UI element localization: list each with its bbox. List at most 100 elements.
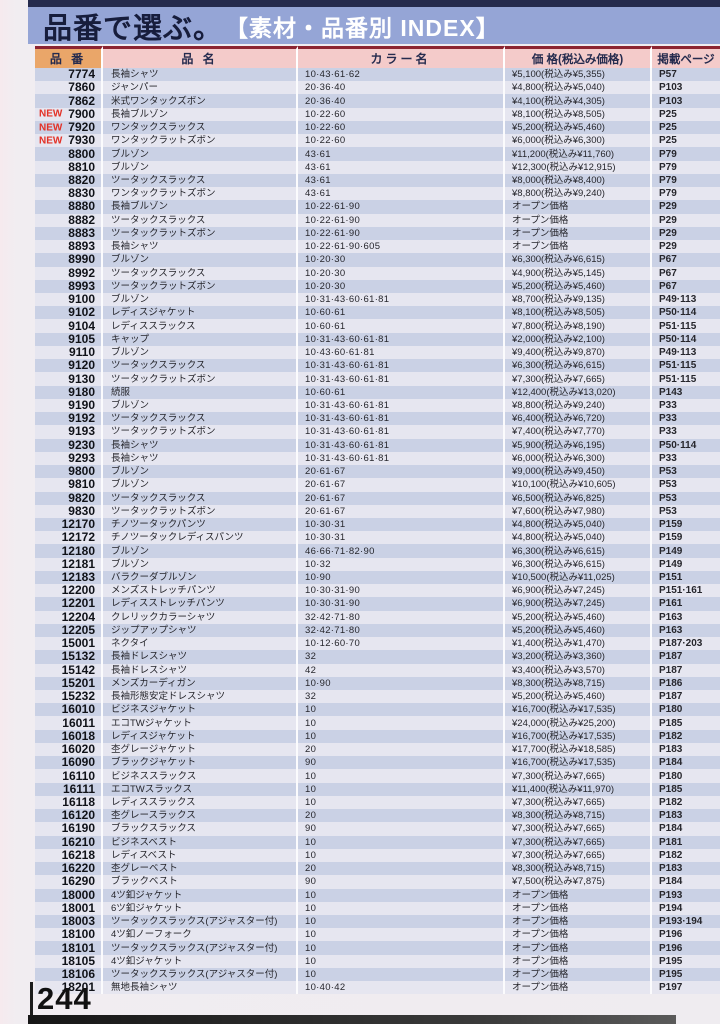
price-cell: オープン価格 bbox=[505, 967, 652, 982]
table-row: 16118 レディススラックス 10 ¥7,300(税込み¥7,665) P182 bbox=[35, 795, 720, 810]
price-cell: ¥8,300(税込み¥8,715) bbox=[505, 676, 652, 691]
product-number: 8880 bbox=[68, 200, 95, 214]
product-number: 7900 bbox=[68, 107, 95, 121]
page-ref-cell: P103 bbox=[652, 94, 720, 108]
color-codes-cell: 43·61 bbox=[298, 187, 505, 201]
table-header-row: 品 番 品 名 カラー名 価 格(税込み価格) 掲載ページ bbox=[35, 46, 720, 68]
product-number-cell: 7860 bbox=[35, 81, 103, 95]
product-number: 8810 bbox=[68, 160, 95, 174]
product-name-cell: ビジネスジャケット bbox=[103, 703, 298, 717]
color-codes-cell: 46·66·71·82·90 bbox=[298, 544, 505, 558]
table-row: 12183 バラクーダブルゾン 10·90 ¥10,500(税込み¥11,025) P1… bbox=[35, 570, 720, 585]
product-number-cell: NEW 7930 bbox=[35, 134, 103, 148]
product-number-cell: 15201 bbox=[35, 676, 103, 691]
page-ref-cell: P50·114 bbox=[652, 332, 720, 346]
product-number-cell: 16018 bbox=[35, 729, 103, 743]
product-number-cell: 16210 bbox=[35, 835, 103, 849]
product-name-cell: チノツータックパンツ bbox=[103, 517, 298, 532]
product-name-cell: 6ツ釦ジャケット bbox=[103, 901, 298, 915]
product-number-cell: 12180 bbox=[35, 544, 103, 558]
table-row: 18106 ツータックスラックス(アジャスター付) 10 オープン価格 P195 bbox=[35, 967, 720, 982]
page-ref-cell: P197 bbox=[652, 981, 720, 995]
product-name-cell: ツータックラットズボン bbox=[103, 279, 298, 293]
product-name-cell: ブルゾン bbox=[103, 544, 298, 558]
table-row: 12170 チノツータックパンツ 10·30·31 ¥4,800(税込み¥5,040)… bbox=[35, 517, 720, 532]
table-row: 9180 続服 10·60·61 ¥12,400(税込み¥13,020) P143 bbox=[35, 385, 720, 399]
product-number: 16218 bbox=[61, 848, 95, 862]
page-ref-cell: P50·114 bbox=[652, 306, 720, 320]
product-name-cell: ブラックベスト bbox=[103, 875, 298, 889]
new-badge: NEW bbox=[39, 135, 63, 147]
product-number-cell: 15142 bbox=[35, 663, 103, 677]
product-number-cell: 9820 bbox=[35, 491, 103, 505]
product-number: 18105 bbox=[61, 954, 95, 968]
color-codes-cell: 10·31·43·60·61·81 bbox=[298, 359, 505, 373]
product-number-cell: 12200 bbox=[35, 584, 103, 598]
product-name-cell: ジップアップシャツ bbox=[103, 623, 298, 638]
page-ref-cell: P53 bbox=[652, 465, 720, 479]
color-codes-cell: 10 bbox=[298, 915, 505, 929]
color-codes-cell: 90 bbox=[298, 822, 505, 836]
table-row: 15142 長袖ドレスシャツ 42 ¥3,400(税込み¥3,570) P187 bbox=[35, 663, 720, 677]
table-row: NEW 7930 ワンタックラットズボン 10·22·60 ¥6,000(税込み¥6,3… bbox=[35, 134, 720, 148]
table-row: 9230 長袖シャツ 10·31·43·60·61·81 ¥5,900(税込み¥6,1… bbox=[35, 438, 720, 452]
product-number-cell: 8880 bbox=[35, 200, 103, 214]
product-number: 18003 bbox=[61, 915, 95, 929]
page-ref-cell: P51·115 bbox=[652, 319, 720, 333]
price-cell: ¥6,900(税込み¥7,245) bbox=[505, 597, 652, 611]
page-ref-cell: P182 bbox=[652, 848, 720, 863]
color-codes-cell: 90 bbox=[298, 756, 505, 770]
product-number: 9810 bbox=[68, 478, 95, 492]
color-codes-cell: 20·61·67 bbox=[298, 491, 505, 505]
table-row: 16218 レディスベスト 10 ¥7,300(税込み¥7,665) P182 bbox=[35, 848, 720, 863]
table-row: 16290 ブラックベスト 90 ¥7,500(税込み¥7,875) P184 bbox=[35, 875, 720, 889]
page-ref-cell: P183 bbox=[652, 862, 720, 876]
product-number: 18100 bbox=[61, 928, 95, 942]
product-number: 9130 bbox=[68, 372, 95, 386]
product-number: 7862 bbox=[68, 94, 95, 108]
product-number: 8992 bbox=[68, 266, 95, 280]
product-number-cell: 8893 bbox=[35, 240, 103, 254]
product-name-cell: ツータックスラックス(アジャスター付) bbox=[103, 941, 298, 955]
table-row: 7774 長袖シャツ 10·43·61·62 ¥5,100(税込み¥5,355) P57 bbox=[35, 68, 720, 82]
product-number: 16210 bbox=[61, 835, 95, 849]
product-number-cell: 12201 bbox=[35, 597, 103, 611]
product-name-cell: ツータックラットズボン bbox=[103, 504, 298, 518]
price-cell: オープン価格 bbox=[505, 954, 652, 968]
product-number: 18000 bbox=[61, 888, 95, 902]
table-row: 9105 キャップ 10·31·43·60·61·81 ¥2,000(税込み¥2,10… bbox=[35, 332, 720, 346]
table-row: 9800 ブルゾン 20·61·67 ¥9,000(税込み¥9,450) P53 bbox=[35, 465, 720, 479]
price-cell: ¥7,300(税込み¥7,665) bbox=[505, 835, 652, 849]
product-name-cell: 杢グレースラックス bbox=[103, 809, 298, 823]
product-name-cell: ツータックスラックス bbox=[103, 173, 298, 188]
product-name-cell: 長袖シャツ bbox=[103, 451, 298, 466]
table-row: 9820 ツータックスラックス 20·61·67 ¥6,500(税込み¥6,825) P… bbox=[35, 491, 720, 505]
product-number-cell: 8810 bbox=[35, 160, 103, 174]
product-name-cell: レディスジャケット bbox=[103, 306, 298, 320]
product-name-cell: 長袖シャツ bbox=[103, 68, 298, 82]
table-row: 9810 ブルゾン 20·61·67 ¥10,100(税込み¥10,605) P53 bbox=[35, 478, 720, 492]
color-codes-cell: 10 bbox=[298, 716, 505, 730]
page-ref-cell: P196 bbox=[652, 941, 720, 955]
price-cell: ¥9,000(税込み¥9,450) bbox=[505, 465, 652, 479]
price-cell: ¥7,300(税込み¥7,665) bbox=[505, 769, 652, 783]
page-ref-cell: P33 bbox=[652, 425, 720, 439]
page-ref-cell: P149 bbox=[652, 544, 720, 558]
product-number-cell: 9830 bbox=[35, 504, 103, 518]
table-body: 7774 長袖シャツ 10·43·61·62 ¥5,100(税込み¥5,355) P57… bbox=[35, 68, 720, 995]
product-name-cell: ツータックラットズボン bbox=[103, 372, 298, 386]
product-number: 9830 bbox=[68, 504, 95, 518]
product-name-cell: メンズストレッチパンツ bbox=[103, 584, 298, 598]
product-number-cell: 16190 bbox=[35, 822, 103, 836]
price-cell: ¥7,500(税込み¥7,875) bbox=[505, 875, 652, 889]
page-ref-cell: P29 bbox=[652, 213, 720, 227]
product-name-cell: 長袖形態安定ドレスシャツ bbox=[103, 690, 298, 704]
table-row: 16210 ビジネスベスト 10 ¥7,300(税込み¥7,665) P181 bbox=[35, 835, 720, 849]
product-number: 12181 bbox=[61, 557, 95, 571]
product-number-cell: 9104 bbox=[35, 319, 103, 333]
price-cell: ¥12,400(税込み¥13,020) bbox=[505, 385, 652, 399]
page-ref-cell: P29 bbox=[652, 200, 720, 214]
product-number-cell: 16218 bbox=[35, 848, 103, 863]
page-ref-cell: P151 bbox=[652, 570, 720, 585]
product-number-cell: 16290 bbox=[35, 875, 103, 889]
